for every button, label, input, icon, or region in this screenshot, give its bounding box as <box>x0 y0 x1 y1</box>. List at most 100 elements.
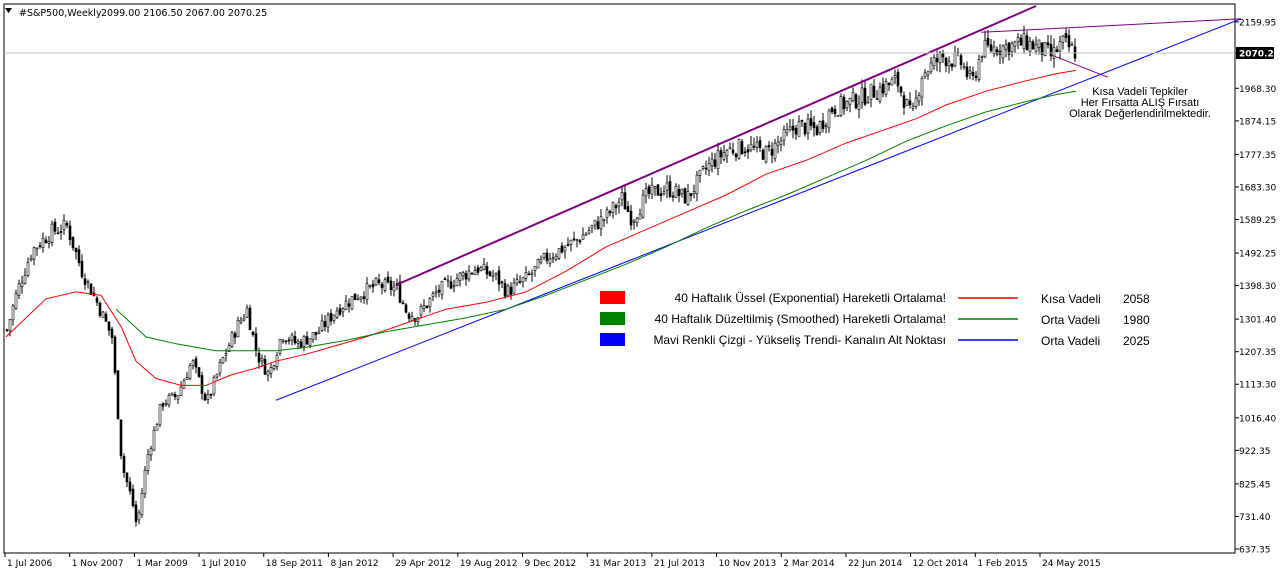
candle-body <box>431 293 435 297</box>
candle-body <box>281 339 285 342</box>
candle-body <box>653 186 657 189</box>
candle-body <box>266 371 270 376</box>
candle-body <box>473 269 477 276</box>
candle-body <box>839 96 843 116</box>
candle-body <box>17 283 21 296</box>
candle-body <box>476 267 480 273</box>
candle-body <box>206 394 210 400</box>
candle-body <box>254 333 258 351</box>
candle-body <box>713 159 717 167</box>
candle-body <box>545 252 549 261</box>
candle-body <box>1037 39 1041 48</box>
candle-body <box>740 141 744 155</box>
candle-body <box>518 281 522 283</box>
lower-channel-line <box>275 18 1242 401</box>
candle-body <box>854 94 858 109</box>
candle-body <box>578 240 582 243</box>
candle-body <box>110 328 114 338</box>
candle-body <box>167 394 171 406</box>
candle-body <box>164 403 168 405</box>
candle-body <box>935 58 939 63</box>
candle-body <box>350 296 354 310</box>
candle-body <box>131 488 135 506</box>
candle-body <box>59 231 63 233</box>
candle-body <box>608 211 612 214</box>
candle-body <box>680 188 684 195</box>
candle-body <box>797 121 801 137</box>
pointer-line <box>1050 54 1109 78</box>
candle-body <box>329 313 333 322</box>
candle-body <box>515 279 519 284</box>
candle-body <box>479 267 483 271</box>
candle-body <box>596 221 600 230</box>
candle-body <box>296 341 300 344</box>
candle-body <box>41 237 45 248</box>
legend-value: 2058 <box>1123 292 1150 306</box>
short-term-ma-line <box>5 69 1077 386</box>
candle-body <box>983 39 987 58</box>
candle-body <box>938 52 942 64</box>
candle-body <box>875 98 879 101</box>
candle-body <box>209 393 213 396</box>
candle-body <box>902 95 906 108</box>
candle-body <box>977 59 981 80</box>
candle-body <box>527 273 531 276</box>
candle-body <box>1055 49 1059 52</box>
candle-body <box>722 152 726 160</box>
candle-body <box>665 182 669 191</box>
candle-body <box>488 271 492 276</box>
candle-body <box>401 302 405 305</box>
candle-body <box>668 181 672 197</box>
candle-body <box>1058 41 1062 52</box>
y-tick-label: 2159.95 <box>1239 18 1276 28</box>
y-tick-label: 1207.35 <box>1239 348 1276 358</box>
candle-body <box>554 255 558 260</box>
x-tick-label: 12 Oct 2014 <box>913 559 969 569</box>
candle-body <box>182 380 186 389</box>
candle-body <box>365 283 369 301</box>
candle-body <box>362 296 366 299</box>
candle-body <box>746 149 750 153</box>
legend-term: Orta Vadeli <box>1041 334 1100 348</box>
candle-body <box>278 339 282 354</box>
candle-body <box>716 150 720 169</box>
candle-body <box>857 103 861 110</box>
annotation-line-1: Kısa Vadeli Tepkiler <box>1092 86 1188 98</box>
candle-body <box>557 248 561 259</box>
candle-body <box>47 241 51 244</box>
candle-body <box>830 107 834 113</box>
candle-body <box>1073 46 1077 59</box>
candle-body <box>11 305 15 321</box>
candle-body <box>620 192 624 201</box>
candle-body <box>245 307 249 318</box>
candle-body <box>233 333 237 338</box>
candle-body <box>605 209 609 218</box>
annotation-line-2: Her Fırsatta ALIŞ Fırsatı <box>1081 97 1200 109</box>
candle-body <box>20 282 24 287</box>
candle-body <box>269 367 273 374</box>
candle-body <box>863 87 867 105</box>
candle-body <box>905 99 909 106</box>
candle-body <box>497 270 501 285</box>
chart-menu-triangle-icon[interactable] <box>5 8 12 13</box>
candle-body <box>26 262 30 276</box>
candle-body <box>134 504 138 523</box>
candle-body <box>974 75 978 78</box>
candle-body <box>422 305 426 309</box>
candle-body <box>116 370 120 420</box>
candle-body <box>176 395 180 400</box>
candle-body <box>368 285 372 287</box>
candle-body <box>437 289 441 293</box>
candle-body <box>659 193 663 196</box>
candle-body <box>56 232 60 235</box>
chart-header: #S&P500,Weekly 2099.00 2106.50 2067.00 2… <box>5 8 267 19</box>
candle-body <box>812 122 816 129</box>
candle-body <box>626 206 630 212</box>
candle-body <box>203 393 207 401</box>
candle-body <box>992 46 996 55</box>
candle-body <box>407 313 411 319</box>
x-tick-label: 9 Dec 2012 <box>525 559 577 569</box>
candle-body <box>683 188 687 204</box>
candle-body <box>170 392 174 396</box>
candle-body <box>197 367 201 377</box>
